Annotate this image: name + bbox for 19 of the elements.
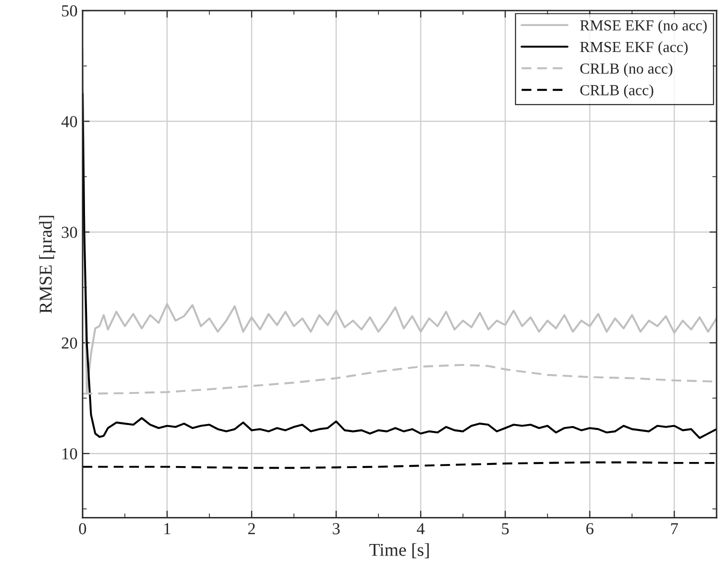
x-axis-title: Time [s]	[369, 543, 429, 558]
x-tick-label: 3	[332, 523, 340, 534]
legend-label: RMSE EKF (acc)	[580, 41, 688, 56]
y-axis-title: RMSE [µrad]	[39, 216, 56, 314]
y-tick-label: 10	[62, 448, 78, 460]
y-tick-label: 40	[61, 116, 78, 128]
x-tick-label: 0	[79, 523, 86, 534]
x-tick-label: 5	[502, 523, 509, 534]
legend-label: CRLB (no acc)	[580, 63, 672, 77]
x-tick-label: 7	[671, 523, 678, 534]
legend-label: CRLB (acc)	[580, 84, 654, 98]
x-tick-label: 6	[586, 523, 594, 534]
x-tick-label: 4	[416, 523, 425, 534]
y-tick-label: 20	[62, 337, 78, 349]
x-tick-label: 1	[164, 523, 170, 534]
y-tick-label: 50	[62, 5, 78, 17]
legend-label: RMSE EKF (no acc)	[580, 20, 707, 34]
y-tick-label: 30	[62, 226, 78, 238]
x-tick-label: 2	[248, 523, 255, 534]
